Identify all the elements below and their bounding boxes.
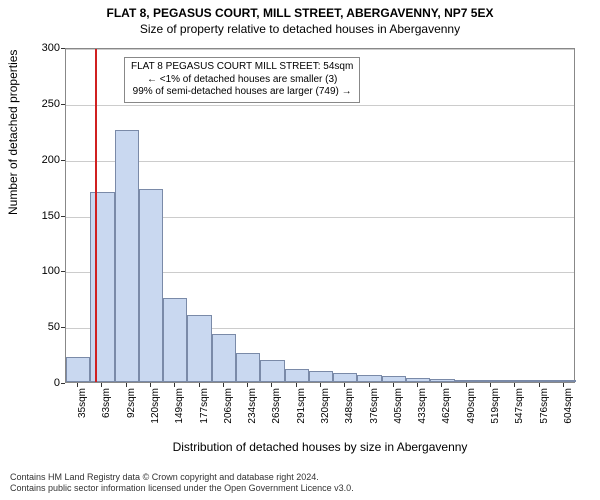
xtick-mark <box>271 383 272 387</box>
xtick-label: 433sqm <box>417 388 428 438</box>
footer-line-2: Contains public sector information licen… <box>10 483 354 494</box>
histogram-bar <box>333 373 357 382</box>
histogram-bar <box>139 189 163 382</box>
xtick-mark <box>466 383 467 387</box>
histogram-bar <box>552 380 576 382</box>
xtick-label: 547sqm <box>514 388 525 438</box>
histogram-bar <box>479 380 503 382</box>
chart-subtitle: Size of property relative to detached ho… <box>0 22 600 36</box>
xtick-mark <box>514 383 515 387</box>
xtick-label: 604sqm <box>563 388 574 438</box>
title-block: FLAT 8, PEGASUS COURT, MILL STREET, ABER… <box>0 0 600 36</box>
ytick-mark <box>61 160 65 161</box>
histogram-bar <box>285 369 309 382</box>
histogram-bar <box>236 353 260 382</box>
xtick-label: 462sqm <box>441 388 452 438</box>
xtick-mark <box>296 383 297 387</box>
histogram-bar <box>212 334 236 382</box>
ytick-label: 0 <box>24 377 60 389</box>
annotation-box: FLAT 8 PEGASUS COURT MILL STREET: 54sqm←… <box>124 57 360 103</box>
ytick-mark <box>61 383 65 384</box>
xtick-mark <box>126 383 127 387</box>
histogram-bar <box>357 375 381 382</box>
gridline <box>66 105 574 106</box>
xtick-label: 35sqm <box>77 388 88 438</box>
y-axis-label: Number of detached properties <box>6 50 20 215</box>
histogram-bar <box>187 315 211 382</box>
histogram-bar <box>66 357 90 382</box>
histogram-bar <box>309 371 333 382</box>
xtick-label: 320sqm <box>320 388 331 438</box>
plot-area: FLAT 8 PEGASUS COURT MILL STREET: 54sqm←… <box>65 48 575 383</box>
xtick-label: 177sqm <box>199 388 210 438</box>
annotation-line: 99% of semi-detached houses are larger (… <box>131 86 353 99</box>
xtick-label: 149sqm <box>174 388 185 438</box>
gridline <box>66 161 574 162</box>
xtick-label: 263sqm <box>271 388 282 438</box>
xtick-label: 348sqm <box>344 388 355 438</box>
xtick-mark <box>223 383 224 387</box>
histogram-bar <box>430 379 454 382</box>
footer-attribution: Contains HM Land Registry data © Crown c… <box>10 472 354 494</box>
xtick-mark <box>150 383 151 387</box>
ytick-mark <box>61 48 65 49</box>
xtick-mark <box>247 383 248 387</box>
ytick-label: 300 <box>24 42 60 54</box>
ytick-label: 50 <box>24 321 60 333</box>
xtick-label: 206sqm <box>223 388 234 438</box>
xtick-mark <box>369 383 370 387</box>
annotation-line: ← <1% of detached houses are smaller (3) <box>131 74 353 87</box>
xtick-mark <box>417 383 418 387</box>
footer-line-1: Contains HM Land Registry data © Crown c… <box>10 472 354 483</box>
xtick-label: 120sqm <box>150 388 161 438</box>
histogram-bar <box>115 130 139 382</box>
xtick-mark <box>539 383 540 387</box>
ytick-label: 100 <box>24 265 60 277</box>
xtick-mark <box>199 383 200 387</box>
xtick-mark <box>441 383 442 387</box>
xtick-label: 63sqm <box>101 388 112 438</box>
histogram-bar <box>260 360 284 382</box>
gridline <box>66 49 574 50</box>
xtick-label: 234sqm <box>247 388 258 438</box>
ytick-mark <box>61 271 65 272</box>
xtick-label: 490sqm <box>466 388 477 438</box>
xtick-mark <box>320 383 321 387</box>
ytick-mark <box>61 104 65 105</box>
xtick-label: 376sqm <box>369 388 380 438</box>
ytick-mark <box>61 216 65 217</box>
histogram-bar <box>503 380 527 382</box>
histogram-bar <box>382 376 406 382</box>
histogram-bar <box>455 380 479 382</box>
xtick-label: 92sqm <box>126 388 137 438</box>
xtick-mark <box>174 383 175 387</box>
histogram-bar <box>163 298 187 382</box>
property-marker-line <box>95 49 97 382</box>
annotation-line: FLAT 8 PEGASUS COURT MILL STREET: 54sqm <box>131 61 353 74</box>
ytick-label: 250 <box>24 98 60 110</box>
histogram-bar <box>406 378 430 382</box>
xtick-mark <box>490 383 491 387</box>
ytick-mark <box>61 327 65 328</box>
xtick-mark <box>563 383 564 387</box>
xtick-mark <box>101 383 102 387</box>
xtick-mark <box>344 383 345 387</box>
xtick-label: 405sqm <box>393 388 404 438</box>
x-axis-label: Distribution of detached houses by size … <box>65 440 575 454</box>
xtick-mark <box>77 383 78 387</box>
ytick-label: 200 <box>24 154 60 166</box>
xtick-mark <box>393 383 394 387</box>
chart-title-address: FLAT 8, PEGASUS COURT, MILL STREET, ABER… <box>0 6 600 20</box>
xtick-label: 519sqm <box>490 388 501 438</box>
xtick-label: 291sqm <box>296 388 307 438</box>
histogram-bar <box>527 380 551 382</box>
xtick-label: 576sqm <box>539 388 550 438</box>
ytick-label: 150 <box>24 210 60 222</box>
